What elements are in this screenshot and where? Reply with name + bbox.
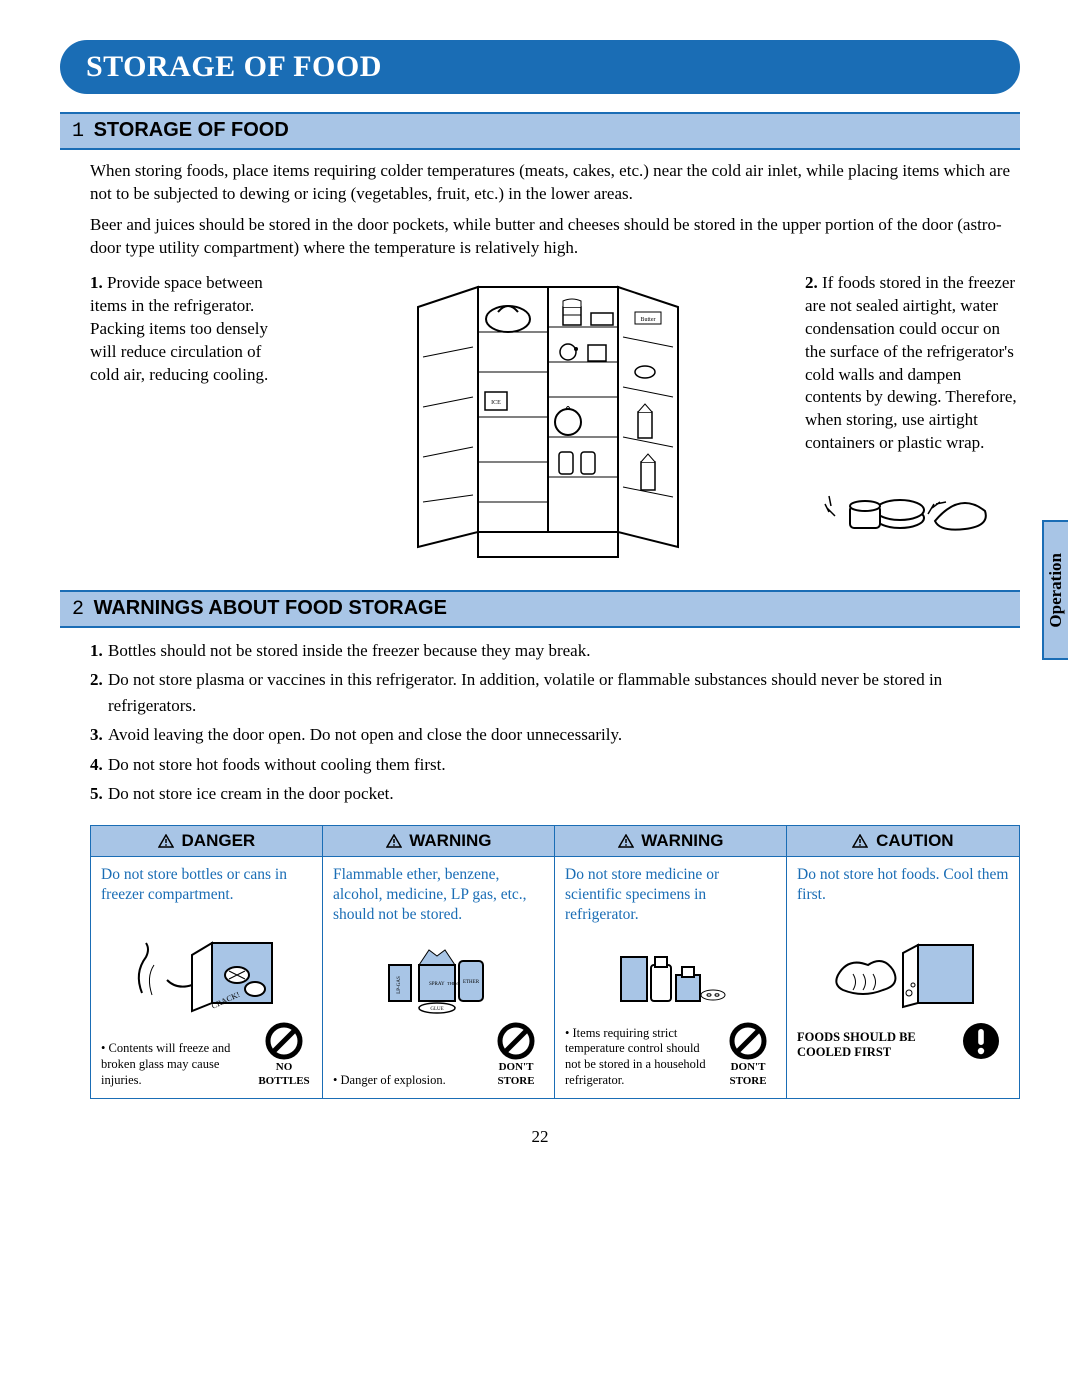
list-item: 1.Bottles should not be stored inside th… bbox=[90, 638, 1020, 664]
list-item: 5.Do not store ice cream in the door poc… bbox=[90, 781, 1020, 807]
svg-text:ETHER: ETHER bbox=[462, 980, 479, 985]
caution-label: FOODS SHOULD BE COOLED FIRST bbox=[797, 1030, 947, 1061]
containers-svg bbox=[810, 466, 1000, 541]
warn-header-danger: DANGER bbox=[91, 826, 323, 857]
warn-footer: Contents will freeze and broken glass ma… bbox=[101, 1021, 312, 1089]
warn-illustration-flammable: LP-GAS SPRAY THINNER ETHER GLUE bbox=[333, 935, 544, 1015]
list-item: 2.Do not store plasma or vaccines in thi… bbox=[90, 667, 1020, 718]
prohibit-symbol: DON'T STORE bbox=[488, 1021, 544, 1089]
warning-triangle-icon bbox=[386, 834, 402, 848]
warn-footer: Danger of explosion. DON'T STORE bbox=[333, 1021, 544, 1089]
warn-blue-text: Do not store medicine or scientific spec… bbox=[565, 865, 776, 929]
section-number-2: 2 bbox=[72, 598, 84, 621]
ice-label: ICE bbox=[491, 400, 501, 406]
page-number: 22 bbox=[60, 1127, 1020, 1147]
warn-footer: Items requiring strict temperature contr… bbox=[565, 1021, 776, 1089]
tip2-text: If foods stored in the freezer are not s… bbox=[805, 273, 1017, 453]
warn-bullet: Items requiring strict temperature contr… bbox=[565, 1026, 714, 1089]
exclaim-symbol bbox=[953, 1021, 1009, 1061]
prohibit-symbol: NO BOTTLES bbox=[256, 1021, 312, 1089]
warn-footer: FOODS SHOULD BE COOLED FIRST bbox=[797, 1021, 1009, 1061]
warn-blue-text: Flammable ether, benzene, alcohol, medic… bbox=[333, 865, 544, 929]
warning-table: DANGER WARNING WARNING CAUTION Do not st… bbox=[90, 825, 1020, 1100]
butter-label: Butter bbox=[640, 317, 655, 323]
warn-illustration-bottles: CRACK! bbox=[101, 935, 312, 1015]
prohibit-icon bbox=[264, 1021, 304, 1061]
para-storage-2: Beer and juices should be stored in the … bbox=[90, 214, 1020, 260]
tips-row: 1. Provide space between items in the re… bbox=[90, 272, 1020, 572]
warning-triangle-icon bbox=[158, 834, 174, 848]
warn-cell-warning-2: Do not store medicine or scientific spec… bbox=[555, 857, 787, 1099]
prohibit-symbol: DON'T STORE bbox=[720, 1021, 776, 1089]
tip1-text: Provide space between items in the refri… bbox=[90, 273, 268, 384]
prohibit-icon bbox=[728, 1021, 768, 1061]
tip-right: 2. If foods stored in the freezer are no… bbox=[805, 272, 1020, 572]
list-item: 4.Do not store hot foods without cooling… bbox=[90, 752, 1020, 778]
side-tab-operation: Operation bbox=[1042, 520, 1068, 660]
tip1-number: 1. bbox=[90, 273, 103, 292]
section-bar-storage: 1 STORAGE OF FOOD bbox=[60, 112, 1020, 150]
warning-triangle-icon bbox=[852, 834, 868, 848]
warn-cell-danger: Do not store bottles or cans in freezer … bbox=[91, 857, 323, 1099]
svg-text:LP-GAS: LP-GAS bbox=[397, 976, 402, 994]
side-tab-label: Operation bbox=[1046, 553, 1066, 628]
warn-illustration-medicine bbox=[565, 935, 776, 1015]
page-title-banner: STORAGE OF FOOD bbox=[60, 40, 1020, 94]
warn-header-caution: CAUTION bbox=[787, 826, 1019, 857]
svg-text:SPRAY: SPRAY bbox=[429, 982, 445, 987]
warn-bullet: Contents will freeze and broken glass ma… bbox=[101, 1041, 250, 1088]
warning-triangle-icon bbox=[618, 834, 634, 848]
list-item: 3.Avoid leaving the door open. Do not op… bbox=[90, 722, 1020, 748]
fridge-illustration: ICE Butter bbox=[373, 272, 723, 572]
para-storage-1: When storing foods, place items requirin… bbox=[90, 160, 1020, 206]
exclaim-icon bbox=[961, 1021, 1001, 1061]
warn-blue-text: Do not store bottles or cans in freezer … bbox=[101, 865, 312, 929]
warn-cell-warning-1: Flammable ether, benzene, alcohol, medic… bbox=[323, 857, 555, 1099]
fridge-svg: ICE Butter bbox=[383, 277, 713, 567]
warn-blue-text: Do not store hot foods. Cool them first. bbox=[797, 865, 1009, 929]
warn-bullet: Danger of explosion. bbox=[333, 1073, 482, 1089]
section-title: STORAGE OF FOOD bbox=[94, 119, 289, 141]
svg-text:GLUE: GLUE bbox=[430, 1007, 443, 1012]
warn-header-warning-2: WARNING bbox=[555, 826, 787, 857]
warn-cell-caution: Do not store hot foods. Cool them first.… bbox=[787, 857, 1019, 1099]
tip2-number: 2. bbox=[805, 273, 818, 292]
section-number: 1 bbox=[72, 120, 84, 143]
warnings-list: 1.Bottles should not be stored inside th… bbox=[90, 638, 1020, 807]
prohibit-icon bbox=[496, 1021, 536, 1061]
warn-header-warning-1: WARNING bbox=[323, 826, 555, 857]
section-bar-warnings: 2 WARNINGS ABOUT FOOD STORAGE bbox=[60, 590, 1020, 628]
tip-left: 1. Provide space between items in the re… bbox=[90, 272, 290, 572]
containers-illustration bbox=[805, 463, 1005, 543]
warn-illustration-hot-food bbox=[797, 935, 1009, 1015]
page-title: STORAGE OF FOOD bbox=[86, 50, 382, 83]
section-title-2: WARNINGS ABOUT FOOD STORAGE bbox=[94, 597, 447, 619]
